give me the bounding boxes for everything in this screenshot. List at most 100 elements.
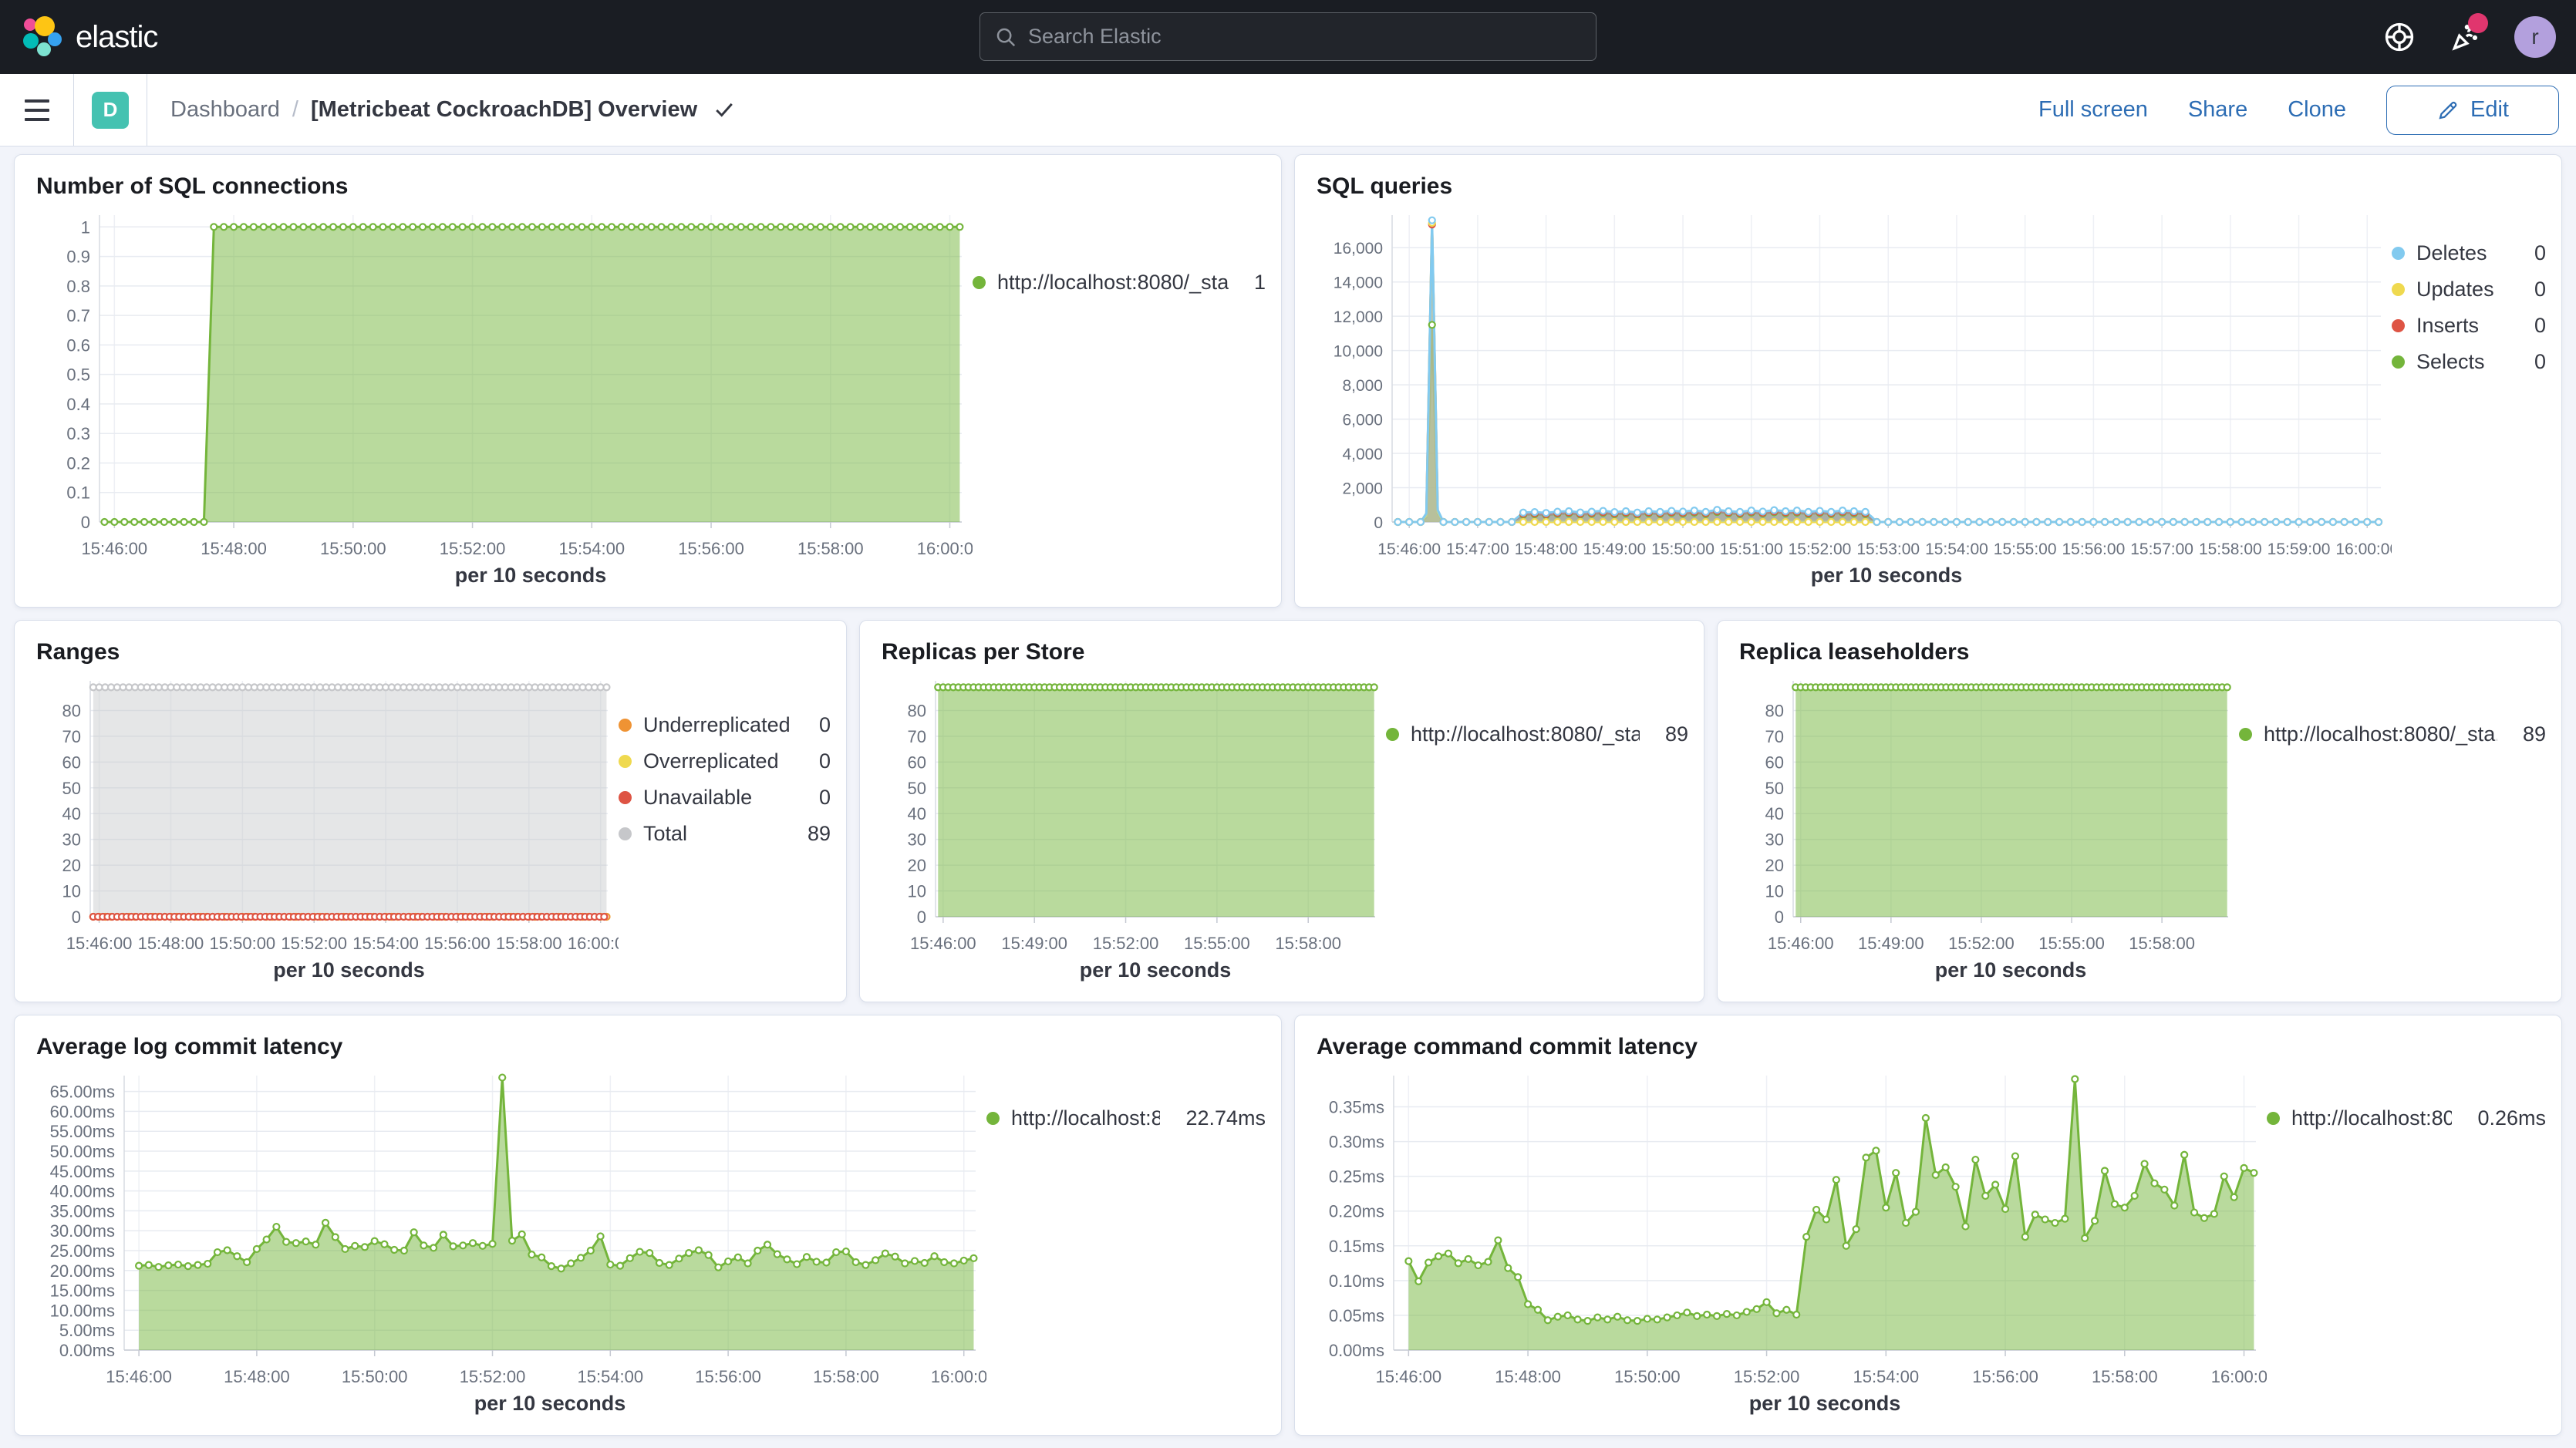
legend-item[interactable]: Inserts 0 [2392, 314, 2546, 338]
svg-text:15:54:00: 15:54:00 [1853, 1367, 1919, 1386]
svg-text:15:46:00: 15:46:00 [910, 934, 976, 953]
legend-swatch-icon [986, 1112, 1000, 1125]
svg-text:0.3: 0.3 [66, 424, 90, 443]
legend-item[interactable]: http://localhost:8080/_sta... 89 [2239, 722, 2546, 746]
search-input[interactable] [1028, 25, 1582, 49]
legend-value: 0 [2534, 241, 2546, 264]
legend-swatch-icon [2392, 247, 2405, 260]
svg-text:15:48:00: 15:48:00 [138, 934, 204, 953]
svg-text:15:52:00: 15:52:00 [1093, 934, 1159, 953]
svg-text:0.35ms: 0.35ms [1329, 1098, 1384, 1117]
legend-item[interactable]: Total 89 [619, 822, 831, 846]
svg-text:0.25ms: 0.25ms [1329, 1167, 1384, 1187]
svg-text:15:54:00: 15:54:00 [558, 539, 625, 558]
svg-text:15:58:00: 15:58:00 [2092, 1367, 2158, 1386]
dashboard-toolbar: D Dashboard / [Metricbeat CockroachDB] O… [0, 74, 2576, 146]
svg-text:15:52:00: 15:52:00 [1734, 1367, 1800, 1386]
replica-leaseholders-chart[interactable]: 0 10 20 30 40 50 60 70 80 15:46:00 15:49:00 15:52:0… [1733, 668, 2239, 988]
legend-swatch-icon [1386, 728, 1399, 741]
ranges-chart[interactable]: 0 10 20 30 40 50 60 70 80 15:46:00 15:48:00 15:50:0… [30, 668, 619, 988]
full-screen-button[interactable]: Full screen [2038, 97, 2148, 122]
sql-connections-chart[interactable]: 0 0.1 0.2 0.3 0.4 0.5 0.6 0.7 0.8 0.9 1 15:46:00 15:… [30, 203, 973, 593]
avatar[interactable]: r [2514, 16, 2556, 58]
legend-item[interactable]: Updates 0 [2392, 278, 2546, 301]
svg-text:8,000: 8,000 [1342, 377, 1383, 395]
page-title[interactable]: [Metricbeat CockroachDB] Overview [310, 97, 698, 122]
svg-text:15:56:00: 15:56:00 [678, 539, 744, 558]
sql-queries-chart[interactable]: 0 2,000 4,000 6,000 8,000 10,000 12,000 14,000 1… [1310, 203, 2392, 593]
svg-text:40.00ms: 40.00ms [50, 1182, 115, 1201]
dashboard-grid: Number of SQL connections 0 0.1 0.2 0.3 0.4 0… [0, 146, 2576, 1436]
elastic-logo[interactable]: elastic [20, 15, 158, 59]
legend-item[interactable]: http://localhost:8080/_stat... 1 [973, 271, 1266, 295]
svg-text:0.4: 0.4 [66, 395, 90, 414]
legend-item[interactable]: Underreplicated 0 [619, 713, 831, 737]
legend-item[interactable]: Unavailable 0 [619, 786, 831, 810]
chart-legend: http://localhost:8080/_stat... 1 [973, 203, 1266, 593]
svg-text:0.6: 0.6 [66, 335, 90, 355]
svg-text:50.00ms: 50.00ms [50, 1142, 115, 1161]
menu-button[interactable] [0, 74, 74, 146]
legend-item[interactable]: Overreplicated 0 [619, 749, 831, 773]
panel-sql-queries: SQL queries 0 2,000 4,000 6,000 8,000 10,000 1… [1294, 154, 2562, 608]
panel-title: Ranges [36, 639, 120, 665]
space-badge[interactable]: D [92, 91, 129, 129]
share-button[interactable]: Share [2187, 97, 2248, 122]
svg-text:0.30ms: 0.30ms [1329, 1133, 1384, 1152]
pencil-icon [2439, 101, 2457, 120]
svg-text:20: 20 [62, 856, 81, 875]
svg-text:5.00ms: 5.00ms [59, 1321, 115, 1340]
svg-text:15:54:00: 15:54:00 [1925, 540, 1988, 558]
svg-text:per 10 seconds: per 10 seconds [1080, 958, 1232, 982]
legend-item[interactable]: Deletes 0 [2392, 241, 2546, 265]
command-commit-latency-chart[interactable]: 0.00ms 0.05ms 0.10ms 0.15ms 0.20ms 0.25ms 0.30… [1310, 1063, 2267, 1421]
svg-text:20: 20 [1765, 856, 1784, 875]
search-icon [996, 28, 1016, 46]
legend-swatch-icon [2239, 728, 2252, 741]
edit-button[interactable]: Edit [2386, 85, 2559, 135]
svg-text:15:55:00: 15:55:00 [2038, 934, 2105, 953]
svg-text:0.05ms: 0.05ms [1329, 1306, 1384, 1325]
svg-text:70: 70 [62, 727, 81, 746]
svg-text:15:46:00: 15:46:00 [106, 1367, 172, 1386]
svg-text:15:57:00: 15:57:00 [2130, 540, 2193, 558]
log-commit-latency-chart[interactable]: 0.00ms 5.00ms 10.00ms 15.00ms 20.00ms 25.00ms… [30, 1063, 986, 1421]
clone-button[interactable]: Clone [2288, 97, 2346, 122]
svg-text:0.1: 0.1 [66, 483, 90, 503]
legend-swatch-icon [2267, 1112, 2280, 1125]
svg-text:55.00ms: 55.00ms [50, 1122, 115, 1141]
svg-text:80: 80 [62, 701, 81, 720]
legend-item[interactable]: Selects 0 [2392, 350, 2546, 374]
svg-text:10,000: 10,000 [1334, 343, 1383, 361]
svg-text:80: 80 [908, 701, 926, 720]
title-check-icon[interactable] [714, 100, 734, 120]
help-button[interactable] [2382, 19, 2417, 55]
legend-label: Underreplicated [643, 713, 791, 736]
svg-text:16,000: 16,000 [1334, 240, 1383, 258]
legend-value: 1 [1253, 271, 1266, 294]
legend-value: 22.74ms [1185, 1106, 1266, 1130]
legend-swatch-icon [2392, 283, 2405, 296]
svg-text:15:46:00: 15:46:00 [1768, 934, 1834, 953]
legend-item[interactable]: http://localhost:8080... 0.26ms [2267, 1106, 2546, 1130]
legend-label: http://localhost:8080/_sta... [1411, 722, 1640, 746]
panel-replica-leaseholders: Replica leaseholders 0 10 20 30 40 50 60 70 80 15… [1717, 620, 2562, 1002]
legend-item[interactable]: http://localhost:808... 22.74ms [986, 1106, 1266, 1130]
svg-text:15:48:00: 15:48:00 [201, 539, 267, 558]
replicas-per-store-chart[interactable]: 0 10 20 30 40 50 60 70 80 15:46:00 15:49:00 15:52:0… [875, 668, 1386, 988]
svg-text:15:53:00: 15:53:00 [1856, 540, 1920, 558]
svg-text:10: 10 [62, 882, 81, 901]
panel-title: Replicas per Store [882, 639, 1085, 665]
legend-swatch-icon [619, 791, 632, 804]
svg-text:16:00:00: 16:00:00 [2335, 540, 2392, 558]
breadcrumb-dashboard-link[interactable]: Dashboard [170, 97, 280, 122]
legend-item[interactable]: http://localhost:8080/_sta... 89 [1386, 722, 1688, 746]
svg-text:14,000: 14,000 [1334, 274, 1383, 292]
svg-text:15:55:00: 15:55:00 [1184, 934, 1250, 953]
svg-text:25.00ms: 25.00ms [50, 1241, 115, 1261]
newsfeed-button[interactable] [2448, 13, 2488, 55]
global-search[interactable] [979, 12, 1597, 61]
svg-text:15:49:00: 15:49:00 [1858, 934, 1924, 953]
svg-text:0: 0 [917, 908, 926, 927]
svg-text:10: 10 [908, 882, 926, 901]
